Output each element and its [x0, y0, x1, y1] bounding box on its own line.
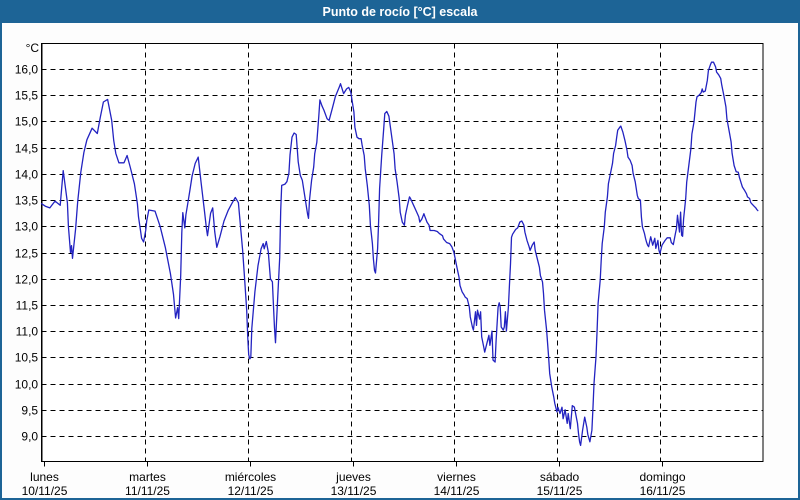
y-tick-label: 12,0 — [15, 273, 39, 287]
plot-border — [40, 42, 764, 463]
y-tick-label: 13,5 — [15, 194, 39, 208]
chart-title-bar: Punto de rocío [°C] escala — [2, 2, 798, 23]
y-tick-label: 9,5 — [21, 404, 38, 418]
y-tick-label: 10,5 — [15, 351, 39, 365]
x-tick-day-label: lunes — [30, 470, 59, 484]
x-tick-date-label: 15/11/25 — [537, 484, 583, 498]
y-tick-label: 13,0 — [15, 220, 39, 234]
y-tick-label: 12,5 — [15, 247, 39, 261]
y-tick-label: 11,5 — [16, 299, 39, 313]
x-tick-date-label: 14/11/25 — [434, 484, 480, 498]
x-tick-date-label: 12/11/25 — [228, 484, 274, 498]
x-tick-day-label: martes — [129, 470, 166, 484]
y-tick-label: 9,0 — [21, 430, 38, 444]
y-tick-label: 15,0 — [15, 115, 39, 129]
x-tick-date-label: 16/11/25 — [640, 484, 686, 498]
x-tick-date-label: 13/11/25 — [331, 484, 377, 498]
y-tick-label: 16,0 — [15, 63, 39, 77]
y-tick-label: 14,0 — [15, 168, 39, 182]
x-tick-day-label: viernes — [437, 470, 476, 484]
y-tick-label: 15,5 — [15, 89, 39, 103]
dew-point-series-line — [40, 61, 759, 447]
x-tick-date-label: 10/11/25 — [22, 484, 68, 498]
plot-area — [41, 43, 764, 462]
x-tick-day-label: miércoles — [225, 470, 276, 484]
chart-title: Punto de rocío [°C] escala — [322, 5, 478, 19]
y-axis-unit-label: °C — [26, 41, 40, 55]
y-tick-label: 10,0 — [15, 378, 39, 392]
x-tick-day-label: domingo — [639, 470, 685, 484]
x-tick-date-label: 11/11/25 — [125, 484, 170, 498]
y-tick-label: 11,0 — [16, 325, 39, 339]
x-tick-day-label: sábado — [540, 470, 580, 484]
x-tick-day-label: jueves — [335, 470, 371, 484]
y-tick-label: 14,5 — [15, 142, 39, 156]
